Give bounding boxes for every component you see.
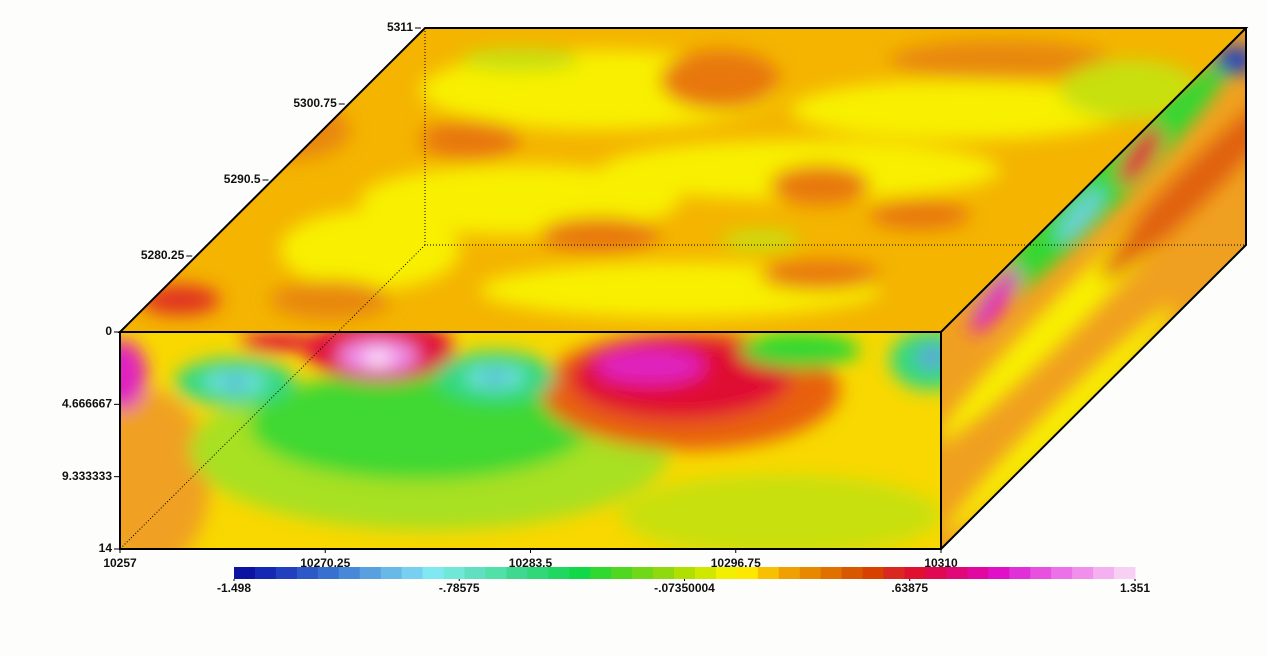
colorbar-swatch [527, 567, 549, 579]
colorbar-swatch [1093, 567, 1115, 579]
top-face [120, 28, 1246, 332]
colorbar-swatch [694, 567, 717, 579]
colorbar-swatch [422, 567, 445, 579]
colorbar-swatch [275, 567, 298, 579]
colorbar-swatch [1030, 567, 1052, 579]
colorbar-swatch [925, 567, 947, 579]
colorbar-swatch [401, 567, 424, 579]
colorbar-swatch [506, 567, 528, 579]
colorbar-swatch [569, 567, 591, 579]
colorbar-swatch [841, 567, 864, 579]
colorbar-swatch [359, 567, 382, 579]
colorbar-swatch [757, 567, 780, 579]
z-tick-label: 0 [105, 324, 112, 338]
z-tick-label: 9.333333 [62, 469, 112, 483]
colorbar-swatch [883, 567, 906, 579]
z-tick-label: 14 [99, 541, 113, 555]
colorbar-swatch [1051, 567, 1073, 579]
y-tick-label: 5280.25 [141, 248, 185, 262]
colorbar-tick-label: .63875 [891, 581, 928, 595]
colorbar-tick-label: -.78575 [439, 581, 480, 595]
x-tick-label: 10257 [103, 556, 137, 570]
colorbar-tick-label: -1.498 [217, 581, 251, 595]
x-tick-label: 10283.5 [509, 556, 553, 570]
colorbar-swatch [736, 567, 759, 579]
colorbar-swatch [590, 567, 612, 579]
colorbar-swatch [946, 567, 968, 579]
colorbar-swatch [485, 567, 507, 579]
colorbar-swatch [988, 567, 1010, 579]
colorbar-swatch [799, 567, 822, 579]
colorbar-swatch [862, 567, 885, 579]
colorbar-swatch [820, 567, 843, 579]
colorbar-tick-label: -.07350004 [654, 581, 715, 595]
y-tick-label: 5290.5 [224, 172, 261, 186]
colorbar-swatch [632, 567, 654, 579]
colorbar-swatch [674, 567, 696, 579]
colorbar-swatch [653, 567, 675, 579]
colorbar-swatch [254, 567, 277, 579]
colorbar-swatch [296, 567, 319, 579]
x-tick-label: 10310 [924, 556, 958, 570]
front-face [120, 332, 941, 549]
colorbar-swatch [778, 567, 801, 579]
colorbar-swatch [904, 567, 926, 579]
colorbar-swatch [548, 567, 570, 579]
box-edge [940, 28, 1247, 550]
colorbar-swatch [380, 567, 403, 579]
colorbar-tick-label: 1.351 [1120, 581, 1150, 595]
colorbar-swatch [338, 567, 361, 579]
colorbar-swatch [611, 567, 633, 579]
colorbar-swatch [1114, 567, 1136, 579]
colorbar-swatch [317, 567, 340, 579]
y-tick-label: 5311 [387, 20, 413, 34]
z-tick-label: 4.666667 [62, 397, 112, 411]
colorbar-swatch [1009, 567, 1031, 579]
colorbar-swatch [967, 567, 989, 579]
colorbar-swatch [443, 567, 465, 579]
colorbar-swatch [234, 567, 256, 579]
y-tick-label: 5300.75 [293, 96, 337, 110]
colorbar-swatch [1072, 567, 1094, 579]
right-face [941, 28, 1246, 549]
x-tick-label: 10296.75 [711, 556, 761, 570]
colorbar-swatch [715, 567, 738, 579]
x-tick-label: 10270.25 [300, 556, 350, 570]
colorbar-swatch [464, 567, 486, 579]
